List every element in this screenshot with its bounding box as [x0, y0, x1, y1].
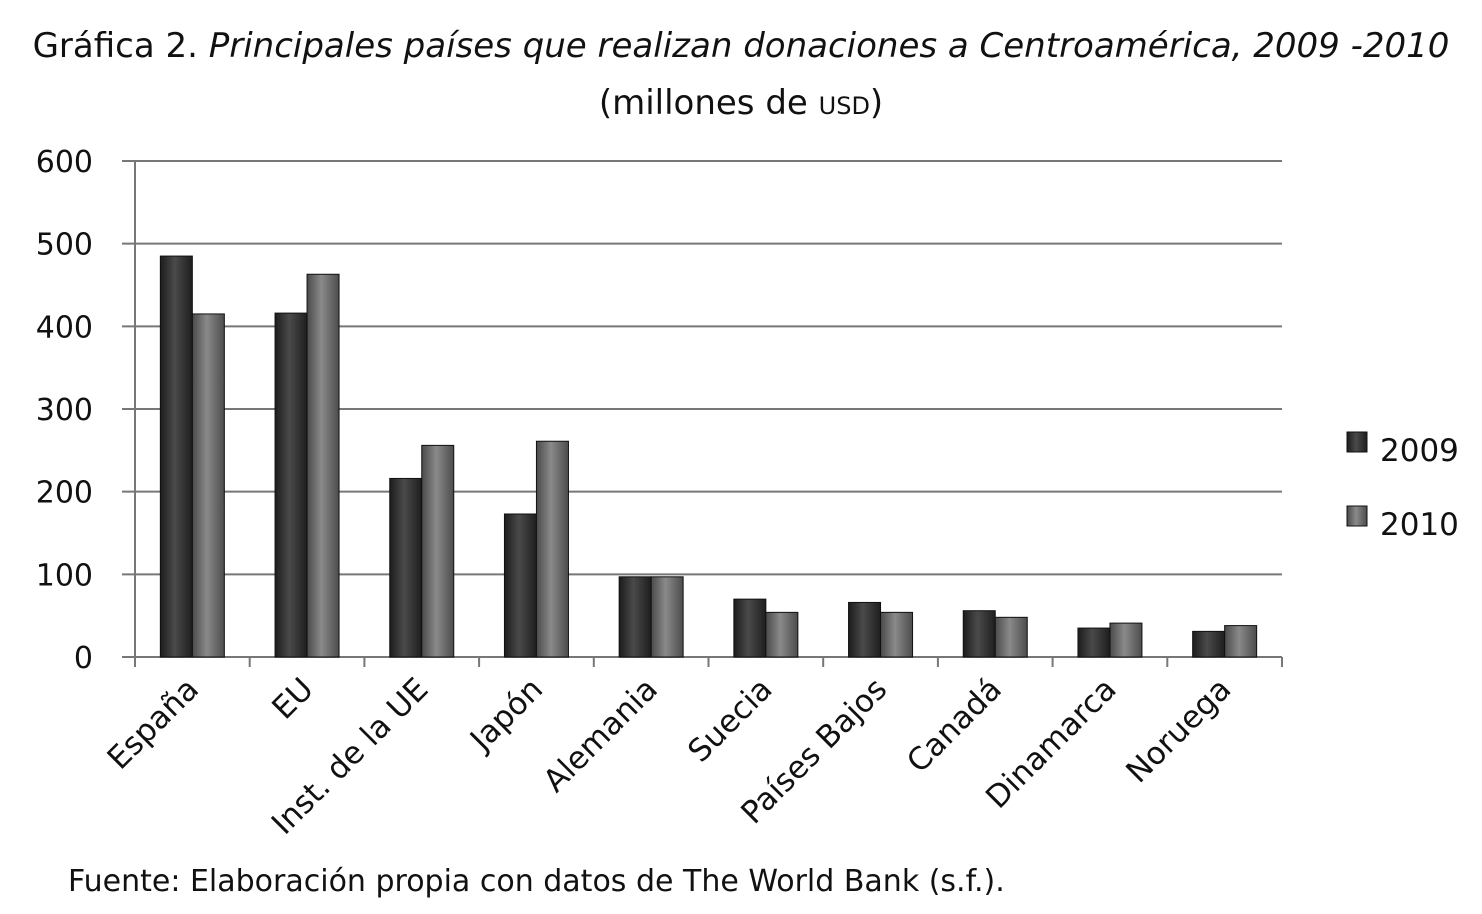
- bar-2010-9: [1224, 625, 1258, 658]
- y-tick-label: 300: [36, 393, 93, 428]
- bars: [159, 255, 1258, 658]
- bar-2010-7: [994, 616, 1028, 658]
- y-tick-label: 500: [36, 228, 93, 263]
- subtitle-unit: USD: [818, 92, 870, 120]
- bar-2010-5: [765, 611, 799, 658]
- bar-2010-3: [535, 440, 569, 658]
- y-tick-label: 400: [36, 310, 93, 345]
- bar-2009-9: [1192, 630, 1226, 658]
- chart-title: Gráfica 2. Principales países que realiz…: [0, 26, 1482, 66]
- bar-2009-0: [159, 255, 193, 658]
- bar-2010-8: [1109, 622, 1143, 658]
- bar-2009-5: [733, 598, 767, 658]
- legend-swatch-2010: [1346, 505, 1368, 527]
- chart-subtitle: (millones de USD): [0, 83, 1482, 126]
- x-tick-label: España: [101, 671, 206, 776]
- bar-2010-2: [421, 444, 455, 658]
- chart-title-main: Principales países que realizan donacion…: [208, 26, 1450, 66]
- y-tick-label: 200: [36, 476, 93, 511]
- bar-2009-2: [389, 477, 423, 658]
- subtitle-close: ): [869, 83, 884, 123]
- y-tick-label: 600: [36, 145, 93, 180]
- y-tick-label: 100: [36, 558, 93, 593]
- bar-2009-1: [274, 312, 308, 658]
- bar-2010-4: [650, 576, 684, 658]
- source-note: Fuente: Elaboración propia con datos de …: [68, 864, 1005, 899]
- x-tick-label: Noruega: [1119, 671, 1238, 790]
- axes: [134, 161, 1283, 667]
- bar-2009-7: [962, 610, 996, 658]
- bar-2009-6: [848, 601, 882, 658]
- subtitle-open: (millones de: [598, 83, 819, 123]
- x-tick-label: Japón: [462, 671, 550, 759]
- legend-label-2009: 2009: [1380, 433, 1459, 469]
- bar-2009-8: [1077, 627, 1111, 658]
- y-tick-label: 0: [74, 641, 93, 676]
- legend-label-2010: 2010: [1380, 507, 1459, 543]
- bar-2009-3: [503, 513, 537, 658]
- bar-2010-6: [880, 611, 914, 658]
- x-tick-label: Suecia: [681, 671, 779, 769]
- x-tick-label: EU: [265, 671, 320, 726]
- legend: 2009 2010: [1346, 431, 1459, 543]
- legend-swatch-2009: [1346, 431, 1368, 453]
- x-tick-label: Alemania: [537, 671, 665, 799]
- x-tick-label: Canadá: [900, 671, 1009, 780]
- chart-title-prefix: Gráfica 2.: [32, 26, 198, 66]
- bar-2010-1: [306, 273, 340, 658]
- bar-2010-0: [191, 313, 225, 658]
- bar-2009-4: [618, 576, 652, 658]
